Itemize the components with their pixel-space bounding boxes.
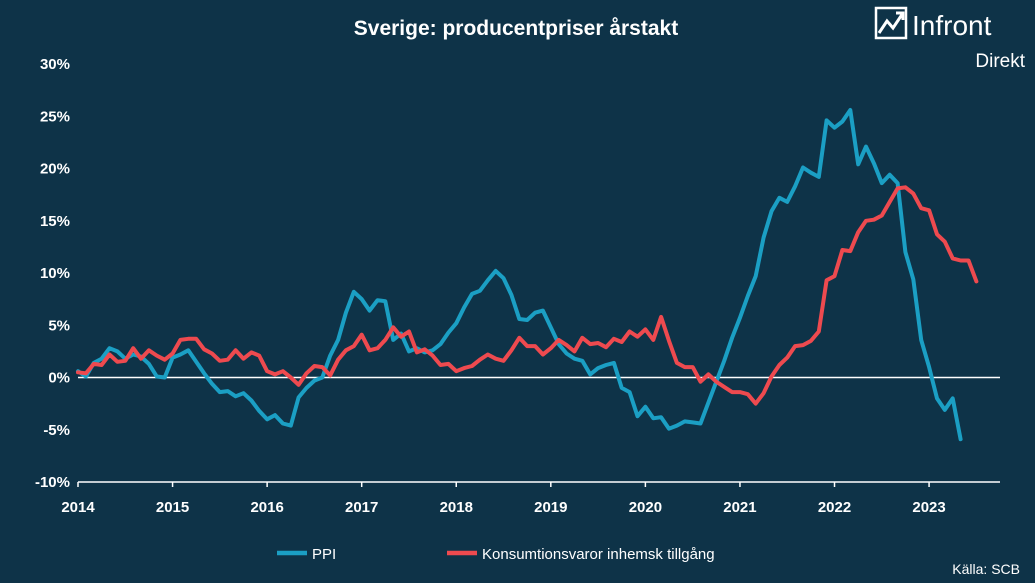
y-tick-label: 25% bbox=[40, 108, 70, 125]
x-tick-label: 2019 bbox=[534, 499, 567, 516]
y-tick-label: -10% bbox=[35, 474, 70, 491]
logo-subtitle: Direkt bbox=[975, 51, 1025, 72]
x-tick-label: 2020 bbox=[629, 499, 662, 516]
x-tick-label: 2014 bbox=[61, 499, 95, 516]
y-tick-label: 10% bbox=[40, 265, 70, 282]
x-axis: 2014 2015 2016 2017 2018 2019 2020 2021 2022 2023 bbox=[61, 482, 946, 516]
logo-mark-icon bbox=[874, 6, 908, 40]
x-tick-label: 2022 bbox=[818, 499, 851, 516]
y-tick-label: 30% bbox=[40, 56, 70, 73]
y-tick-label: 0% bbox=[48, 370, 70, 387]
series-ppi-line bbox=[76, 108, 963, 442]
chart-title: Sverige: producentpriser årstakt bbox=[354, 17, 678, 40]
legend-label-ppi: PPI bbox=[312, 546, 336, 563]
y-tick-label: 15% bbox=[40, 213, 70, 230]
source-note: Källa: SCB bbox=[952, 561, 1020, 577]
x-tick-label: 2018 bbox=[440, 499, 473, 516]
legend-label-konsumtion: Konsumtionsvaror inhemsk tillgång bbox=[482, 546, 715, 563]
legend: PPI Konsumtionsvaror inhemsk tillgång bbox=[277, 546, 715, 563]
series-konsumtion-line bbox=[76, 185, 979, 406]
series-group bbox=[76, 108, 979, 442]
x-tick-label: 2016 bbox=[250, 499, 283, 516]
y-tick-label: -5% bbox=[43, 422, 70, 439]
x-tick-label: 2021 bbox=[723, 499, 756, 516]
y-tick-label: 20% bbox=[40, 161, 70, 178]
x-tick-label: 2023 bbox=[912, 499, 945, 516]
logo-wordmark: Infront bbox=[912, 10, 992, 41]
infront-logo: Infront Direkt bbox=[874, 6, 1026, 72]
x-tick-label: 2015 bbox=[156, 499, 189, 516]
y-axis: -10% -5% 0% 5% 10% 15% 20% 25% 30% bbox=[35, 56, 70, 491]
x-tick-label: 2017 bbox=[345, 499, 378, 516]
y-tick-label: 5% bbox=[48, 317, 70, 334]
